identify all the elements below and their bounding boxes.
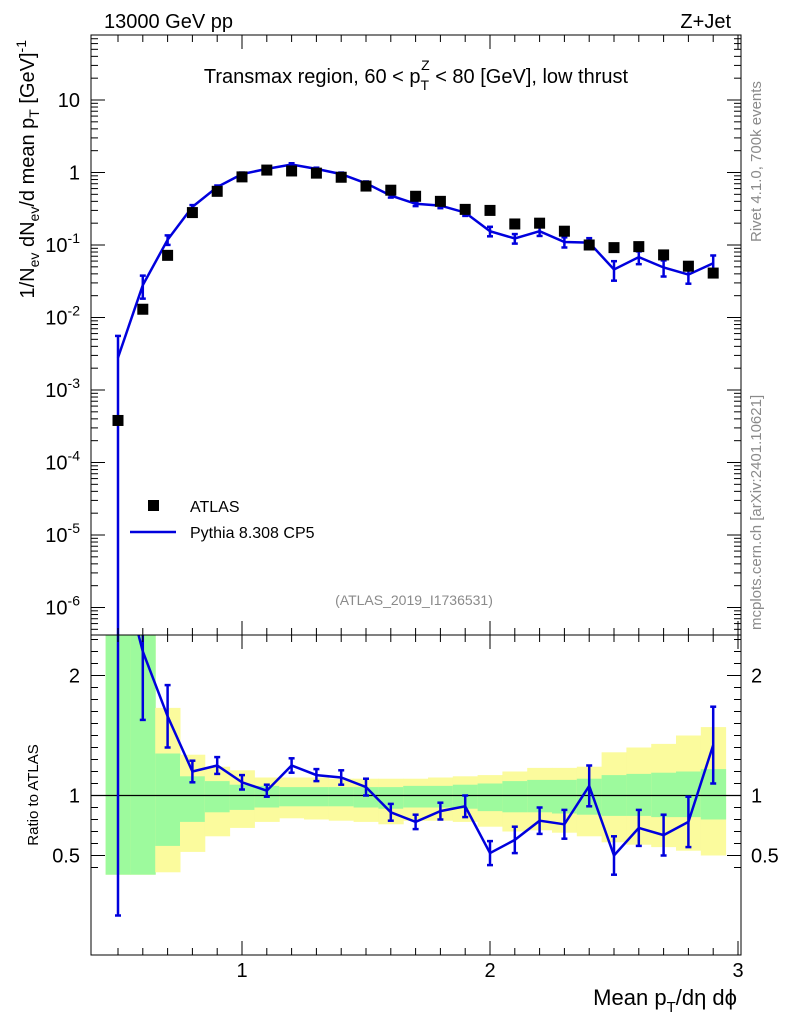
main-y-tick-label: 10-5 — [45, 520, 80, 547]
main-y-axis-label: 1/Nev dNev/d mean pT [GeV]-1 — [13, 40, 42, 299]
main-y-tick-label: 10-2 — [45, 303, 80, 330]
data-point — [608, 242, 620, 254]
x-tick-label: 1 — [236, 960, 247, 982]
inner-band-bin — [155, 753, 181, 846]
data-point — [583, 239, 595, 251]
ratio-y-tick-label: 0.5 — [52, 846, 80, 868]
legend-data-label: ATLAS — [190, 499, 240, 516]
plot-title: Transmax region, 60 < pTZ < 80 [GeV], lo… — [204, 57, 629, 93]
process-label: Z+Jet — [680, 11, 731, 33]
data-point — [137, 303, 149, 315]
data-point — [261, 164, 273, 176]
legend-data-marker — [148, 500, 159, 511]
main-y-tick-label: 10-3 — [45, 375, 80, 402]
data-point — [509, 218, 521, 230]
data-point — [211, 185, 223, 197]
data-point — [434, 195, 446, 207]
inner-band-bin — [304, 787, 330, 807]
data-point — [484, 204, 496, 216]
ratio-y-tick-label-right: 2 — [751, 666, 762, 688]
data-point — [385, 184, 397, 196]
data-point — [112, 414, 124, 426]
data-point — [658, 249, 670, 261]
main-panel-frame — [90, 34, 742, 636]
main-y-tick-label: 10-1 — [45, 230, 80, 257]
data-point — [534, 217, 546, 229]
data-point — [310, 167, 322, 179]
main-y-tick-label: 10 — [58, 90, 80, 112]
ratio-y-tick-label: 1 — [69, 786, 80, 808]
main-y-tick-label: 1 — [69, 163, 80, 185]
ratio-y-tick-label-right: 0.5 — [751, 846, 779, 868]
data-point — [682, 260, 694, 272]
energy-label: 13000 GeV pp — [104, 11, 233, 33]
data-point — [410, 190, 422, 202]
inner-band-bin — [378, 787, 404, 809]
data-point — [162, 249, 174, 261]
main-series — [112, 161, 719, 635]
x-tick-label: 3 — [732, 960, 743, 982]
data-point — [707, 267, 719, 279]
data-point — [236, 171, 248, 183]
ratio-y-tick-label-right: 1 — [751, 786, 762, 808]
legend: ATLAS Pythia 8.308 CP5 — [130, 499, 315, 542]
ratio-series — [115, 635, 717, 917]
inner-band-bin — [180, 776, 206, 822]
x-tick-label: 2 — [484, 960, 495, 982]
data-point — [633, 241, 645, 253]
data-point — [360, 180, 372, 192]
inner-band-bin — [328, 787, 355, 807]
data-point — [558, 225, 570, 237]
inner-band-bin — [502, 781, 528, 813]
axes: 10 1 10-1 10-2 10-3 10-4 10-5 10-6 1 2 3 0.5 0.5 1 1 2 2 — [45, 34, 779, 982]
data-point — [459, 203, 471, 215]
inner-band-bin — [403, 785, 429, 808]
ratio-y-axis-label: Ratio to ATLAS — [25, 744, 42, 845]
x-axis-label: Mean pT/dη dϕ — [593, 985, 737, 1016]
legend-mc-label: Pythia 8.308 CP5 — [190, 525, 315, 542]
data-point — [186, 207, 198, 219]
inner-band-bin — [428, 785, 454, 808]
inner-band-bin — [204, 781, 231, 813]
mcplots-label: mcplots.cern.ch [arXiv:2401.10621] — [748, 395, 765, 630]
main-y-tick-label: 10-6 — [45, 593, 80, 620]
inner-band-bin — [477, 783, 503, 812]
inner-band-bin — [552, 779, 578, 814]
data-point — [286, 165, 298, 177]
main-y-tick-label: 10-4 — [45, 448, 80, 475]
inner-band-bin — [279, 787, 305, 807]
rivet-label: Rivet 4.1.0, 700k events — [748, 81, 765, 242]
ratio-y-tick-label: 2 — [69, 666, 80, 688]
analysis-id-label: (ATLAS_2019_I1736531) — [335, 592, 493, 608]
data-point — [335, 171, 347, 183]
